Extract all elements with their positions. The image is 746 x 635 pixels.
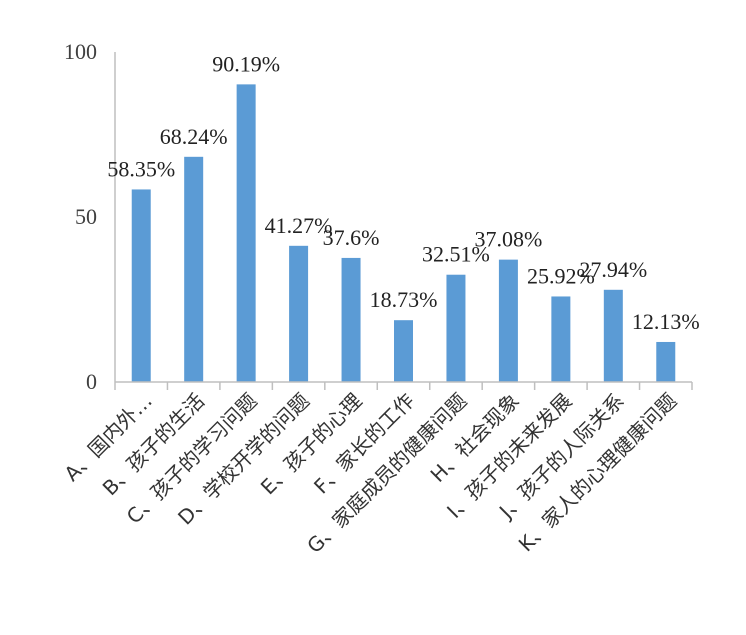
data-label: 37.08% [474,227,542,252]
bar [289,245,309,382]
data-label: 18.73% [370,287,438,312]
data-label: 25.92% [527,263,595,288]
bar [184,156,204,382]
data-label: 90.19% [212,51,280,76]
data-label: 68.24% [160,124,228,149]
y-tick-label: 0 [86,369,97,394]
data-label: 41.27% [265,213,333,238]
bar [551,296,571,382]
bar [656,341,676,382]
y-axis: 0 50 100 [64,39,116,394]
data-label: 58.35% [107,156,175,181]
data-label: 32.51% [422,242,490,267]
y-tick-label: 50 [75,204,97,229]
y-tick-label: 100 [64,39,97,64]
bar [131,189,151,382]
bar [446,274,466,382]
bar [498,259,518,382]
bar [394,320,413,382]
x-axis: A、国内外…B、孩子的生活C、孩子的学习问题D、学校开学的问题E、孩子的心理F、… [59,381,693,558]
data-label: 12.13% [632,309,700,334]
bar [236,84,256,383]
bars [131,84,676,383]
data-labels: 58.35% 68.24% 90.19% 41.27%37.6% 18.73% 32.51… [107,51,699,334]
data-label: 27.94% [579,257,647,282]
bar [341,257,361,382]
data-label: 37.6% [323,225,380,250]
bar [603,289,623,382]
